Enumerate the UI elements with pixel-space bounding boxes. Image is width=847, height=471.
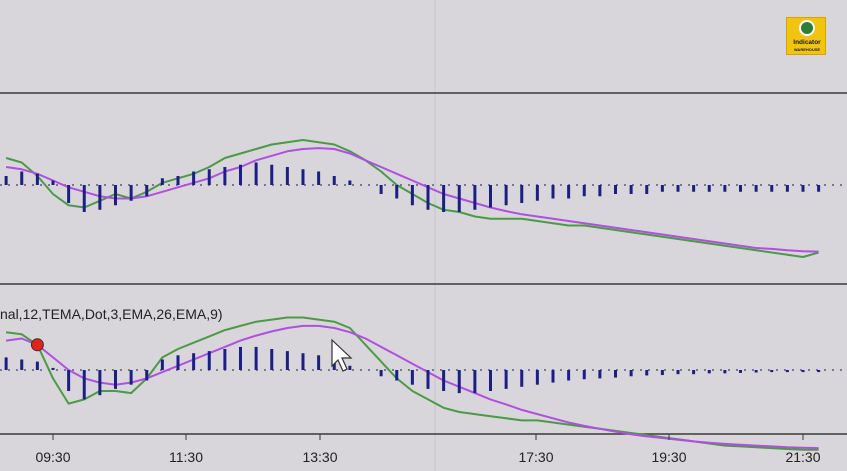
mouse-pointer-icon xyxy=(331,338,353,372)
lower-indicator-panel xyxy=(4,316,821,451)
x-tick-label: 13:30 xyxy=(302,449,337,465)
x-tick-label: 19:30 xyxy=(651,449,686,465)
x-tick-label: 17:30 xyxy=(518,449,553,465)
sell-signal-dot xyxy=(30,338,44,352)
middle-indicator-panel xyxy=(4,139,821,258)
x-tick-label: 21:30 xyxy=(785,449,820,465)
logo-subtext: WAREHOUSE xyxy=(793,47,821,52)
x-axis: 09:30 11:30 13:30 17:30 19:30 21:30 xyxy=(35,434,821,465)
indicator-warehouse-logo: Indicator WAREHOUSE xyxy=(786,17,826,55)
logo-badge-icon xyxy=(799,20,815,36)
x-tick-label: 11:30 xyxy=(169,449,203,465)
series-line xyxy=(5,324,819,450)
indicator-label: nal,12,TEMA,Dot,3,EMA,26,EMA,9) xyxy=(0,306,223,322)
x-tick-label: 09:30 xyxy=(35,449,70,465)
series-line xyxy=(5,147,819,253)
signal-markers xyxy=(30,338,44,352)
logo-text: Indicator xyxy=(793,39,821,46)
